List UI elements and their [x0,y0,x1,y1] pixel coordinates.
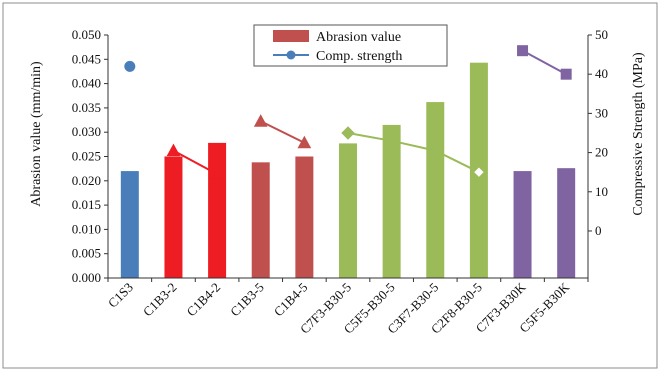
right-tick-label: 20 [595,145,608,160]
strength-point-c1b4-5 [297,135,312,149]
strength-point-c1b4-2 [210,167,224,180]
strength-point-c1s3 [124,60,136,72]
legend-label-comp-strength: Comp. strength [316,49,402,64]
right-tick-label: 40 [595,66,608,81]
bar-c7f3-b30-5 [339,143,357,278]
bar-c5f5-b30-5 [382,124,401,278]
bar-c7f3-b30k [513,171,532,278]
right-tick-label: 10 [595,184,608,199]
strength-line-triangle [172,149,218,176]
left-tick-label: 0.035 [72,100,101,115]
left-tick-label: 0.010 [72,221,101,236]
strength-point-c2f8-b30-5 [471,164,487,180]
left-tick-label: 0.045 [72,51,101,66]
strength-point-c5f5-b30-5 [384,134,399,148]
axes-layer [104,34,592,282]
legend: Abrasion value Comp. strength [253,24,448,67]
strength-point-c7f3-b30k [517,45,529,57]
bar-c1s3 [120,171,139,278]
strength-line-triangle [260,120,305,144]
left-tick-label: 0.020 [72,173,101,188]
bar-c1b4-2 [208,142,227,278]
bar-c3f7-b30-5 [426,102,445,279]
strength-point-c7f3-b30-5 [341,126,355,140]
left-tick-label: 0.000 [72,270,101,285]
left-tick-label: 0.025 [72,149,101,164]
left-tick-label: 0.030 [72,124,101,139]
bar-c1b3-2 [164,156,183,278]
right-axis-title: Compressive Strength (MPa) [631,52,646,216]
legend-marker-comp-strength [286,50,296,60]
right-tick-label: 0 [595,223,602,238]
right-tick-label: 50 [595,27,608,42]
right-tick-label: 30 [595,105,608,120]
left-tick-label: 0.015 [72,197,101,212]
left-tick-label: 0.050 [72,27,101,42]
bar-c5f5-b30k [557,168,576,278]
strength-point-c1b3-5 [253,114,268,127]
strength-point-c3f7-b30-5 [428,143,442,158]
legend-swatch-abrasion-value [273,30,309,42]
strength-lines-layer [124,45,572,180]
bar-c1b4-5 [295,156,314,278]
left-axis-title: Abrasion value (mm/min) [29,61,44,207]
strength-line-diamond [347,131,480,174]
left-tick-label: 0.040 [72,76,101,91]
left-tick-label: 0.005 [72,246,101,261]
strength-point-c5f5-b30k [560,68,572,80]
legend-label-abrasion-value: Abrasion value [316,30,401,45]
bar-c1b3-5 [251,162,270,278]
strength-point-c1b3-2 [166,143,181,157]
bars-layer [120,62,576,279]
strength-line-square [522,49,567,76]
